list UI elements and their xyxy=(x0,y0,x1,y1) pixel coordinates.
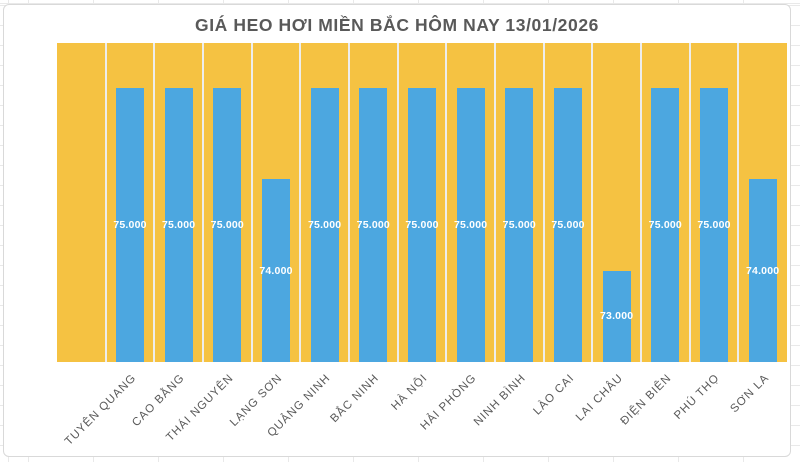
category-gridline xyxy=(591,43,594,362)
data-label: 74.000 xyxy=(745,264,780,277)
chart-bar[interactable] xyxy=(262,179,290,362)
chart-title: GIÁ HEO HƠI MIỀN BẮC HÔM NAY 13/01/2026 xyxy=(195,15,599,35)
data-label: 75.000 xyxy=(502,219,536,232)
data-label: 75.000 xyxy=(307,219,342,232)
chart-bar[interactable] xyxy=(554,88,582,362)
chart-bar[interactable] xyxy=(505,88,534,362)
plot-background: 75.000 75.000 75.000 74.000 75.000 75.000 75.0… xyxy=(57,43,787,362)
data-label: 75.000 xyxy=(356,219,390,232)
category-gridline xyxy=(153,43,156,362)
data-label: 75.000 xyxy=(405,219,439,232)
category-gridline xyxy=(640,43,642,362)
category-gridline xyxy=(542,43,545,362)
chart-bar[interactable] xyxy=(456,88,485,362)
data-label: 75.000 xyxy=(697,219,731,232)
category-gridline xyxy=(396,43,399,362)
chart-bar[interactable] xyxy=(359,88,388,362)
chart-bar[interactable] xyxy=(602,270,631,362)
category-gridline xyxy=(494,43,496,362)
category-gridline xyxy=(250,43,253,362)
chart-bar[interactable] xyxy=(213,88,242,362)
data-label: 75.000 xyxy=(551,219,585,232)
data-label: 73.000 xyxy=(599,310,634,323)
chart-bar[interactable] xyxy=(310,88,339,362)
chart-bar[interactable] xyxy=(116,88,144,362)
category-gridline xyxy=(202,43,204,362)
plot-area: 75.000 75.000 75.000 74.000 75.000 75.000 75.0… xyxy=(57,43,787,362)
category-gridline xyxy=(445,43,448,362)
category-gridline xyxy=(104,43,107,362)
category-gridline xyxy=(688,43,691,362)
data-label: 75.000 xyxy=(648,219,682,232)
category-gridline xyxy=(737,43,740,362)
data-label: 75.000 xyxy=(210,219,244,232)
chart-bar[interactable] xyxy=(748,179,777,362)
category-gridline xyxy=(348,43,350,362)
chart-bar[interactable] xyxy=(700,88,728,362)
data-label: 75.000 xyxy=(453,219,488,232)
chart-bar[interactable] xyxy=(651,88,680,362)
data-label: 74.000 xyxy=(259,264,293,277)
data-label: 75.000 xyxy=(161,219,196,232)
category-gridline xyxy=(299,43,302,362)
chart-bar[interactable] xyxy=(408,88,436,362)
chart-bar[interactable] xyxy=(164,88,193,362)
data-label: 75.000 xyxy=(113,219,147,232)
